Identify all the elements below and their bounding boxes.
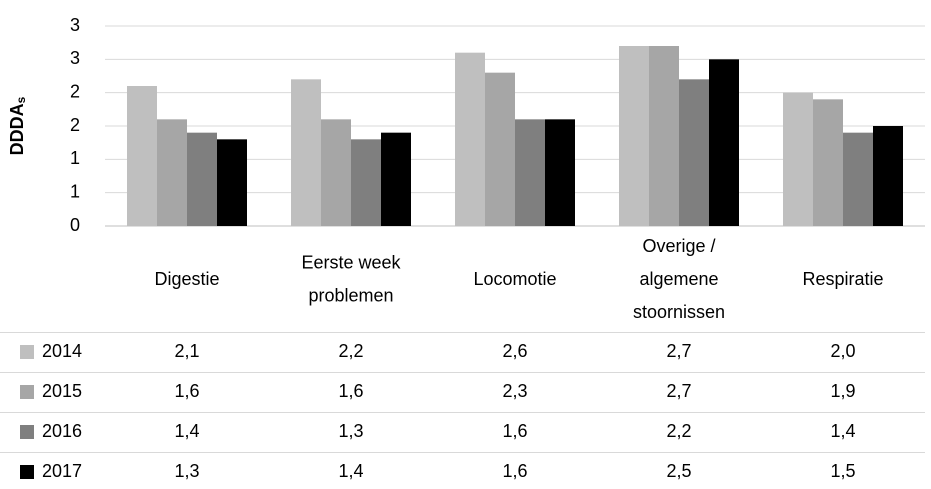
table-cell: 2,0 — [830, 341, 855, 361]
y-axis-label: DDDAs — [7, 96, 28, 155]
x-tick-label: Locomotie — [473, 269, 556, 289]
legend-label: 2016 — [42, 421, 82, 441]
table-cell: 1,4 — [830, 421, 855, 441]
y-tick-label: 1 — [70, 181, 80, 201]
table-cell: 1,6 — [174, 381, 199, 401]
table-cell: 2,6 — [502, 341, 527, 361]
y-tick-label: 3 — [70, 48, 80, 68]
y-tick-label: 2 — [70, 81, 80, 101]
bar — [709, 59, 739, 227]
table-cell: 2,3 — [502, 381, 527, 401]
y-tick-label: 0 — [70, 215, 80, 235]
table-cell: 2,7 — [666, 341, 691, 361]
legend-key — [20, 385, 34, 399]
bar — [351, 139, 381, 226]
legend-key — [20, 425, 34, 439]
x-tick-label: Digestie — [154, 269, 219, 289]
table-cell: 1,3 — [338, 421, 363, 441]
legend-key — [20, 465, 34, 479]
y-tick-label: 1 — [70, 148, 80, 168]
y-tick-label: 3 — [70, 15, 80, 35]
table-cell: 2,2 — [666, 421, 691, 441]
bar — [783, 92, 813, 227]
bar — [813, 99, 843, 226]
legend-key — [20, 345, 34, 359]
y-axis-label-main: DDDA — [7, 103, 27, 155]
table-cell: 2,7 — [666, 381, 691, 401]
legend-label: 2017 — [42, 461, 82, 481]
x-tick-label: Eerste week — [301, 252, 401, 272]
table-cell: 2,2 — [338, 341, 363, 361]
bar — [381, 132, 411, 226]
table-cell: 1,5 — [830, 461, 855, 481]
bar — [619, 46, 649, 226]
table-cell: 1,6 — [338, 381, 363, 401]
bar — [515, 119, 545, 226]
x-tick-label: algemene — [639, 269, 718, 289]
bar — [187, 132, 217, 226]
x-tick-label: Overige / — [642, 236, 715, 256]
bar — [649, 46, 679, 226]
bar — [873, 126, 903, 226]
table-cell: 2,5 — [666, 461, 691, 481]
bar — [455, 52, 485, 226]
y-axis-label-sub: s — [14, 96, 28, 103]
bar — [679, 79, 709, 226]
table-cell: 1,9 — [830, 381, 855, 401]
table-cell: 2,1 — [174, 341, 199, 361]
table-cell: 1,4 — [338, 461, 363, 481]
x-tick-label: stoornissen — [633, 302, 725, 322]
table-cell: 1,6 — [502, 421, 527, 441]
bar — [843, 132, 873, 226]
bar — [291, 79, 321, 226]
table-cell: 1,4 — [174, 421, 199, 441]
bar — [485, 72, 515, 227]
table-cell: 1,6 — [502, 461, 527, 481]
legend-label: 2014 — [42, 341, 82, 361]
bar — [321, 119, 351, 226]
x-tick-label: Respiratie — [802, 269, 883, 289]
x-tick-label: problemen — [308, 285, 393, 305]
bar — [127, 86, 157, 226]
table-cell: 1,3 — [174, 461, 199, 481]
y-tick-label: 2 — [70, 115, 80, 135]
legend-label: 2015 — [42, 381, 82, 401]
bar — [545, 119, 575, 226]
bar — [217, 139, 247, 226]
bar — [157, 119, 187, 226]
